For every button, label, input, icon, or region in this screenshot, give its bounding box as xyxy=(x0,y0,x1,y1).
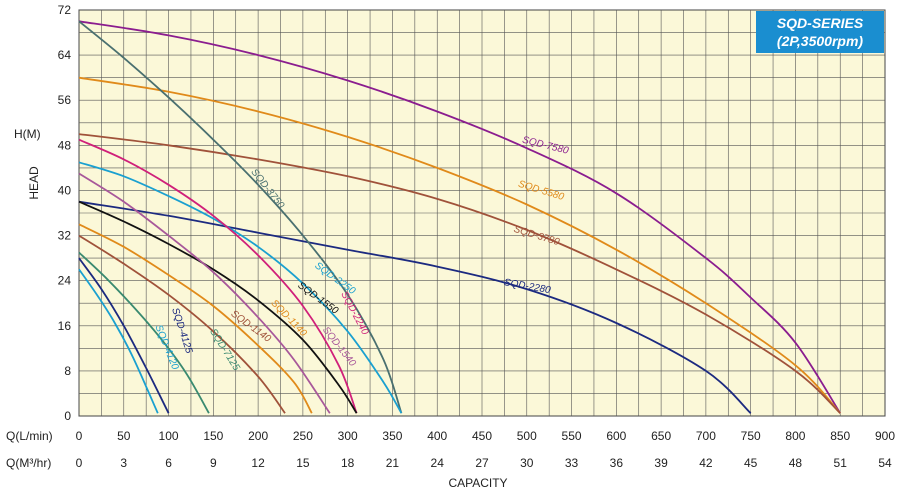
curve-sqd-7125 xyxy=(78,251,210,414)
x2-tick-label: 51 xyxy=(834,456,848,470)
x-tick-label: 250 xyxy=(293,429,313,443)
x2-tick-label: 45 xyxy=(744,456,758,470)
x-tick-label: 400 xyxy=(427,429,447,443)
x2-tick-label: 33 xyxy=(565,456,579,470)
x2-tick-label: 18 xyxy=(341,456,355,470)
x-tick-label: 0 xyxy=(76,429,83,443)
x-tick-label: 650 xyxy=(651,429,671,443)
x2-tick-label: 0 xyxy=(76,456,83,470)
y-tick-label: 8 xyxy=(64,364,71,378)
x-tick-label: 450 xyxy=(472,429,492,443)
y-tick-label: 72 xyxy=(58,3,72,17)
y-axis-title: HEAD xyxy=(27,166,41,200)
curve-sqd-7580 xyxy=(78,20,841,414)
x-tick-label: 50 xyxy=(117,429,131,443)
curve-sqd-2280 xyxy=(78,200,752,414)
curve-sqd-1550 xyxy=(78,200,358,414)
x-tick-label: 350 xyxy=(382,429,402,443)
y-tick-label: 56 xyxy=(58,93,72,107)
x2-tick-label: 27 xyxy=(475,456,489,470)
performance-curves xyxy=(78,20,841,414)
x2-tick-label: 42 xyxy=(699,456,713,470)
curve-sqd-1140 xyxy=(78,234,286,414)
x2-tick-label: 6 xyxy=(165,456,172,470)
x-axis-ticks: 0 50 100 150 200 250 300 350 400 450 500 550 600 650 7… xyxy=(76,429,896,443)
curve-sqd-3750 xyxy=(78,20,403,414)
curve-sqd-1540 xyxy=(78,172,331,414)
series-badge-subtitle: (2P,3500rpm) xyxy=(777,33,863,49)
y-tick-label: 48 xyxy=(58,138,72,152)
curve-sqd-4125 xyxy=(78,257,170,414)
x-tick-label: 200 xyxy=(248,429,268,443)
x2-tick-label: 21 xyxy=(386,456,400,470)
x-axis-title: CAPACITY xyxy=(448,476,507,490)
x2-axis-ticks: 0 3 6 9 12 15 18 21 24 27 30 33 36 39 42 45 48 51 54 xyxy=(76,456,892,470)
y-tick-label: 16 xyxy=(58,319,72,333)
x-tick-label: 700 xyxy=(696,429,716,443)
x2-tick-label: 9 xyxy=(210,456,217,470)
series-badge-title: SQD-SERIES xyxy=(777,15,864,31)
curve-sqd-3780 xyxy=(78,133,841,414)
series-badge-box xyxy=(756,11,884,53)
x-tick-label: 550 xyxy=(562,429,582,443)
x-tick-label: 850 xyxy=(830,429,850,443)
y-axis-units: H(M) xyxy=(14,127,41,141)
x2-tick-label: 30 xyxy=(520,456,534,470)
x2-tick-label: 15 xyxy=(296,456,310,470)
y-tick-label: 32 xyxy=(58,229,72,243)
y-tick-label: 40 xyxy=(58,183,72,197)
x2-tick-label: 39 xyxy=(654,456,668,470)
x-tick-label: 500 xyxy=(517,429,537,443)
series-badge: SQD-SERIES (2P,3500rpm) xyxy=(756,11,884,53)
x-tick-label: 300 xyxy=(338,429,358,443)
x2-tick-label: 24 xyxy=(431,456,445,470)
curve-sqd-2250 xyxy=(78,161,403,414)
y-tick-label: 0 xyxy=(64,409,71,423)
x2-tick-label: 12 xyxy=(251,456,265,470)
x2-tick-label: 48 xyxy=(789,456,803,470)
curve-sqd-1140 xyxy=(78,223,313,414)
y-tick-label: 24 xyxy=(58,274,72,288)
y-tick-label: 64 xyxy=(58,48,72,62)
curve-sqd-5580 xyxy=(78,76,841,414)
curve-sqd-4120 xyxy=(78,268,159,414)
x-tick-label: 150 xyxy=(203,429,223,443)
x-tick-label: 900 xyxy=(875,429,895,443)
x-axis-1-label: Q(L/min) xyxy=(6,429,53,443)
curve-sqd-2240 xyxy=(78,138,358,414)
x2-tick-label: 3 xyxy=(120,456,127,470)
x-axis-2-label: Q(M³/hr) xyxy=(6,456,51,470)
y-axis-ticks: 0 8 16 24 32 40 48 56 64 72 xyxy=(58,3,72,423)
x-tick-label: 100 xyxy=(159,429,179,443)
x2-tick-label: 54 xyxy=(878,456,892,470)
x-tick-label: 600 xyxy=(606,429,626,443)
x-tick-label: 750 xyxy=(741,429,761,443)
x-tick-label: 800 xyxy=(785,429,805,443)
x2-tick-label: 36 xyxy=(610,456,624,470)
